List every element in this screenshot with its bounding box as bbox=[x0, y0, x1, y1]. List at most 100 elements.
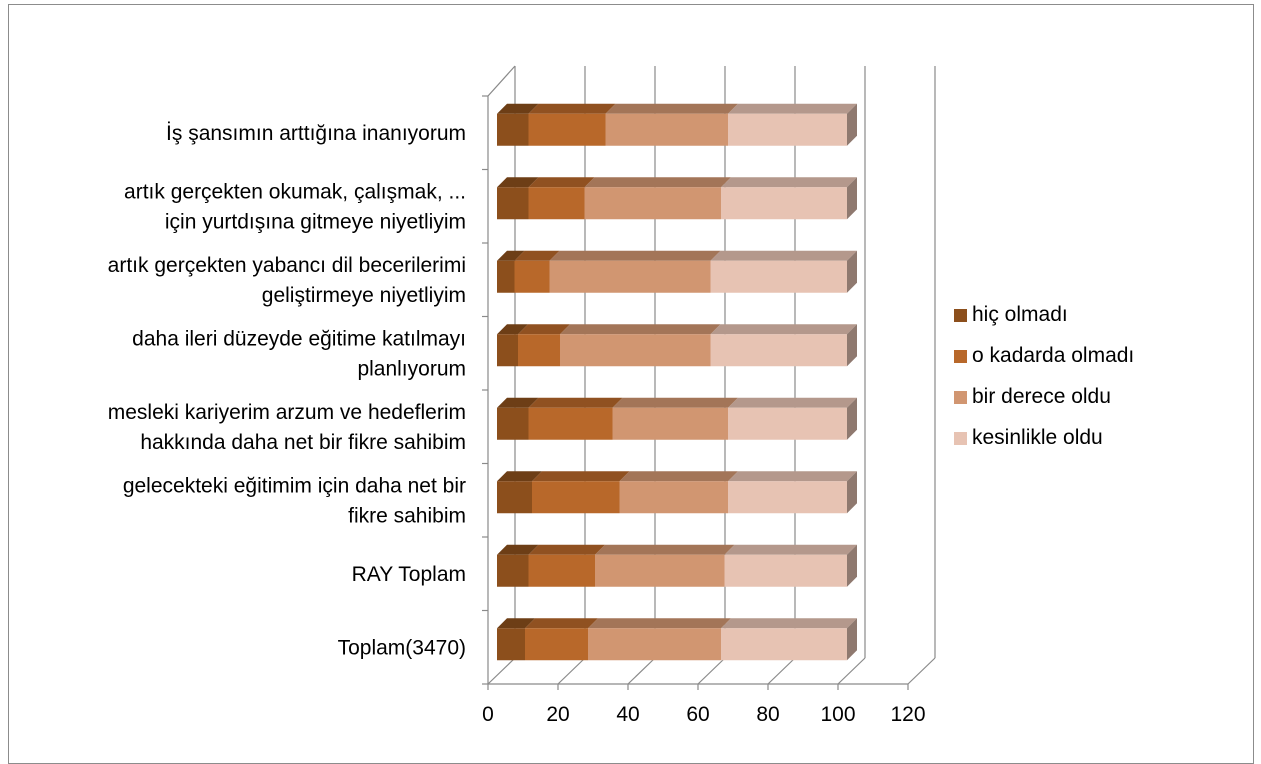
legend-swatch bbox=[954, 432, 967, 445]
bar-front bbox=[497, 407, 529, 440]
y-axis bbox=[487, 65, 516, 684]
legend-label: o kadarda olmadı bbox=[972, 344, 1134, 367]
legend-item: bir derece oldu bbox=[954, 385, 1111, 408]
bar-top bbox=[710, 324, 857, 335]
bar-segment bbox=[728, 471, 857, 514]
bar-front bbox=[518, 334, 560, 367]
bar-front bbox=[528, 407, 613, 440]
bar-top bbox=[497, 618, 535, 629]
category-label-line: artık gerçekten yabancı dil becerilerimi bbox=[108, 254, 466, 277]
bar-side bbox=[847, 103, 857, 146]
legend-swatch bbox=[954, 350, 967, 363]
bar-segment bbox=[528, 544, 605, 587]
bar-front bbox=[528, 187, 585, 220]
legend-swatch bbox=[954, 309, 967, 322]
category-label: artık gerçekten yabancı dil becerilerimi… bbox=[108, 254, 466, 307]
bar-top bbox=[728, 471, 857, 482]
x-tick-label: 80 bbox=[756, 703, 779, 726]
bar-top bbox=[497, 471, 542, 482]
axes bbox=[482, 65, 909, 690]
bar-front bbox=[721, 187, 847, 220]
bar-front bbox=[497, 554, 529, 587]
bar-segment bbox=[497, 250, 525, 293]
bar-top bbox=[528, 103, 616, 114]
floor-gridline-60 bbox=[697, 657, 726, 685]
bar-top bbox=[525, 618, 598, 629]
bar-top bbox=[497, 397, 539, 408]
bar-front bbox=[721, 628, 847, 661]
bar-segment bbox=[710, 250, 857, 293]
x-tick-label: 60 bbox=[686, 703, 709, 726]
bar-top bbox=[497, 544, 539, 555]
bar-segment bbox=[532, 471, 630, 514]
bar-side bbox=[847, 471, 857, 514]
bar-segment bbox=[728, 103, 857, 146]
bar-top bbox=[721, 618, 857, 629]
bar-segment bbox=[497, 103, 539, 146]
bar-segment bbox=[584, 177, 731, 220]
floor-gridline-0 bbox=[487, 657, 516, 685]
bar-segment bbox=[497, 618, 535, 661]
category-label-line: geliştirmeye niyetliyim bbox=[262, 284, 466, 307]
bar-front bbox=[710, 334, 847, 367]
bar-segment bbox=[588, 618, 731, 661]
gridlines bbox=[487, 66, 936, 685]
category-label: gelecekteki eğitimim için daha net bir fi… bbox=[123, 474, 466, 527]
bar-front bbox=[728, 113, 847, 146]
bar-side bbox=[847, 177, 857, 220]
legend-label: kesinlikle oldu bbox=[972, 426, 1103, 449]
bar-front bbox=[724, 554, 847, 587]
bar-front bbox=[549, 260, 711, 293]
legend-swatch bbox=[954, 391, 967, 404]
bar-top bbox=[728, 397, 857, 408]
bar-side bbox=[847, 618, 857, 661]
bar-top bbox=[605, 103, 738, 114]
bar-top bbox=[612, 397, 738, 408]
floor-gridline-120 bbox=[907, 657, 936, 685]
tick-labels: 0 20 40 60 80 100 120 bbox=[482, 703, 925, 726]
bar-front bbox=[497, 334, 518, 367]
bar-top bbox=[549, 250, 721, 261]
bar-top bbox=[514, 250, 560, 261]
bar-segment bbox=[728, 397, 857, 440]
bar-segment bbox=[560, 324, 721, 367]
category-label: RAY Toplam bbox=[352, 563, 466, 586]
floor-gridline-100 bbox=[837, 657, 866, 685]
bar-segment bbox=[605, 103, 738, 146]
x-tick-label: 100 bbox=[820, 703, 855, 726]
bar-segment bbox=[497, 471, 542, 514]
bar-top bbox=[710, 250, 857, 261]
bar-segment bbox=[528, 103, 616, 146]
category-label-line: için yurtdışına gitmeye niyetliyim bbox=[165, 210, 466, 233]
bar-segment bbox=[497, 544, 539, 587]
bar-segment bbox=[528, 177, 595, 220]
category-label: daha ileri düzeyde eğitime katılmayı plan… bbox=[132, 327, 466, 380]
bar-front bbox=[497, 628, 525, 661]
bar-segment bbox=[612, 397, 738, 440]
bar-side bbox=[847, 250, 857, 293]
bar-top bbox=[584, 177, 731, 188]
floor-gridline-40 bbox=[627, 657, 656, 685]
bar-top bbox=[528, 397, 623, 408]
bar-segment bbox=[549, 250, 721, 293]
bar-segment bbox=[595, 544, 735, 587]
bar-top bbox=[588, 618, 731, 629]
bar-top bbox=[595, 544, 735, 555]
category-label-line: gelecekteki eğitimim için daha net bir bbox=[123, 474, 466, 497]
bar-top bbox=[528, 544, 605, 555]
x-tick-label: 40 bbox=[616, 703, 639, 726]
bar-side bbox=[847, 397, 857, 440]
legend-item: kesinlikle oldu bbox=[954, 426, 1103, 449]
bar-front bbox=[595, 554, 725, 587]
x-tick-label: 20 bbox=[546, 703, 569, 726]
bar-top bbox=[619, 471, 738, 482]
bar-front bbox=[497, 260, 515, 293]
bar-side bbox=[847, 544, 857, 587]
bar-front bbox=[588, 628, 721, 661]
bar-segment bbox=[497, 397, 539, 440]
category-label-line: fikre sahibim bbox=[348, 504, 466, 527]
category-labels: İş şansımın arttığına inanıyorum artık ge… bbox=[108, 122, 466, 660]
category-label-line: artık gerçekten okumak, çalışmak, ... bbox=[124, 180, 466, 203]
legend: hiç olmadı o kadarda olmadı bir derece old… bbox=[954, 303, 1134, 449]
